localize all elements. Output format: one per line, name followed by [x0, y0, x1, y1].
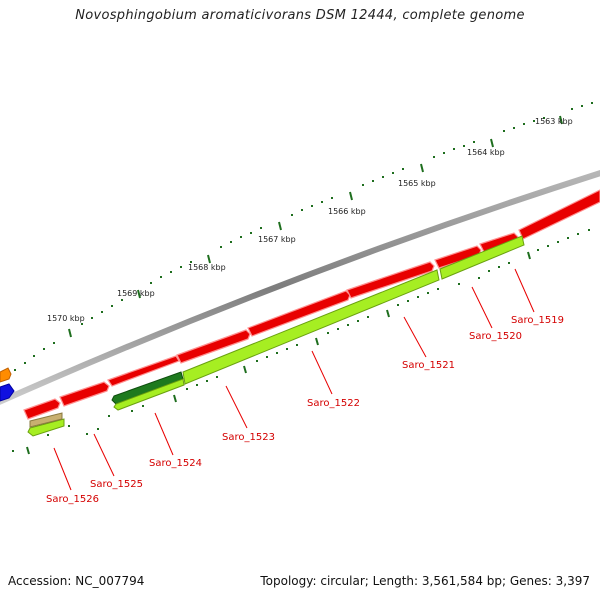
gene-saro-1524-lower-light — [113, 378, 185, 411]
reverse-strand-genes — [27, 235, 525, 437]
genome-backbone — [0, 170, 600, 405]
gene-label: Saro_1526 — [46, 494, 99, 505]
gene-label: Saro_1524 — [149, 458, 202, 469]
gene-saro-1522-upper — [247, 290, 351, 337]
outer-scale-major-ticks — [68, 115, 563, 338]
accession-text: Accession: NC_007794 — [8, 574, 145, 588]
gene-saro-1525-upper — [59, 381, 110, 407]
scale-label: 1564 kbp — [467, 148, 505, 157]
gene-label: Saro_1519 — [511, 315, 564, 326]
gene-saro-1526-lower — [27, 418, 65, 437]
gene-saro-1521-lower — [182, 269, 440, 385]
gene-saro-1521-upper — [346, 261, 435, 299]
gene-edge-orange — [0, 367, 12, 383]
gene-label: Saro_1521 — [402, 360, 455, 371]
topology-text: Topology: circular; Length: 3,561,584 bp… — [260, 574, 590, 588]
outer-scale-dots — [14, 102, 593, 371]
gene-labels: Saro_1519 Saro_1520 Saro_1521 Saro_1522 … — [46, 315, 564, 505]
gene-saro-1519-lower — [439, 235, 525, 280]
gene-saro-1526-upper — [23, 398, 61, 420]
gene-label: Saro_1522 — [307, 398, 360, 409]
gene-saro-1524-upper — [107, 355, 180, 387]
gene-edge-blue — [0, 383, 15, 402]
scale-labels: 1563 kbp 1564 kbp 1565 kbp 1566 kbp 1567… — [47, 117, 573, 323]
gene-label: Saro_1525 — [90, 479, 143, 490]
scale-label: 1568 kbp — [188, 263, 226, 272]
map-title: Novosphingobium aromaticivorans DSM 1244… — [75, 8, 525, 23]
forward-strand-genes — [23, 189, 600, 420]
scale-label: 1563 kbp — [535, 117, 573, 126]
scale-label: 1569 kbp — [117, 289, 155, 298]
inner-scale-dots — [12, 229, 590, 452]
gene-saro-1526-tan — [29, 412, 63, 428]
edge-genes — [0, 367, 15, 402]
scale-label: 1566 kbp — [328, 207, 366, 216]
label-leader-lines — [53, 268, 535, 491]
inner-scale-major-ticks — [26, 251, 531, 455]
scale-label: 1565 kbp — [398, 179, 436, 188]
scale-label: 1567 kbp — [258, 235, 296, 244]
gene-label: Saro_1520 — [469, 331, 522, 342]
gene-label: Saro_1523 — [222, 432, 275, 443]
scale-label: 1570 kbp — [47, 314, 85, 323]
gene-saro-1523-upper — [176, 329, 251, 364]
